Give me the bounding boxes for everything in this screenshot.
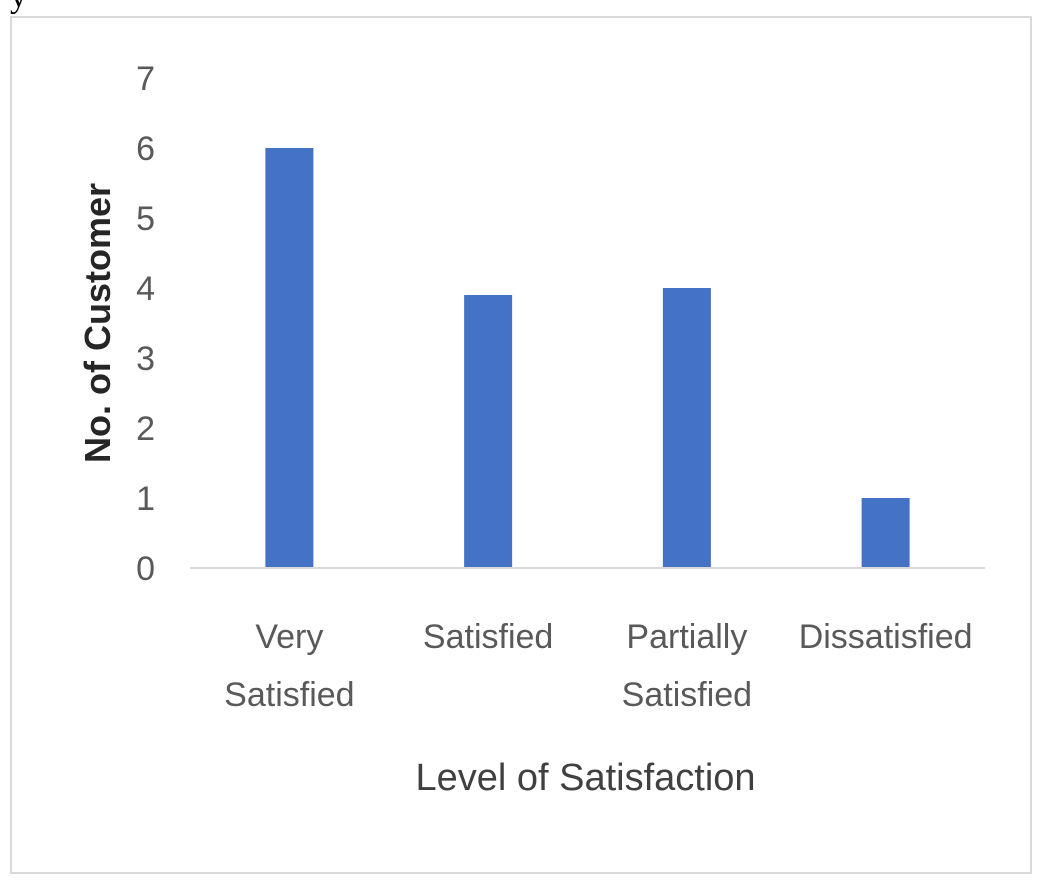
y-tick-label: 0 bbox=[136, 550, 155, 588]
y-tick-label: 5 bbox=[136, 200, 155, 238]
bar bbox=[861, 498, 910, 568]
x-category-label: Very Satisfied bbox=[224, 618, 354, 714]
x-axis-title: Level of Satisfaction bbox=[415, 757, 755, 799]
caption-fragment: y bbox=[0, 0, 1045, 16]
y-tick-label: 7 bbox=[136, 60, 155, 98]
x-category-label: Partially Satisfied bbox=[622, 618, 752, 714]
chart-frame bbox=[10, 16, 1032, 874]
x-category-label: Satisfied bbox=[423, 618, 553, 656]
y-axis-title: No. of Customer bbox=[77, 183, 118, 463]
y-tick-label: 3 bbox=[136, 340, 155, 378]
caption-fragment-text: y bbox=[10, 0, 27, 16]
y-tick-label: 1 bbox=[136, 480, 155, 518]
y-tick-label: 2 bbox=[136, 410, 155, 448]
bar bbox=[464, 295, 513, 568]
y-tick-label: 6 bbox=[136, 130, 155, 168]
bar bbox=[662, 288, 711, 568]
y-tick-labels: 0 1 2 3 4 5 6 7 bbox=[136, 60, 155, 588]
x-category-label: Dissatisfied bbox=[799, 618, 973, 656]
bar bbox=[265, 148, 314, 568]
bars bbox=[265, 148, 910, 568]
x-category-labels: Very Satisfied Satisfied Partially Satisfied… bbox=[224, 618, 972, 714]
y-tick-label: 4 bbox=[136, 270, 155, 308]
